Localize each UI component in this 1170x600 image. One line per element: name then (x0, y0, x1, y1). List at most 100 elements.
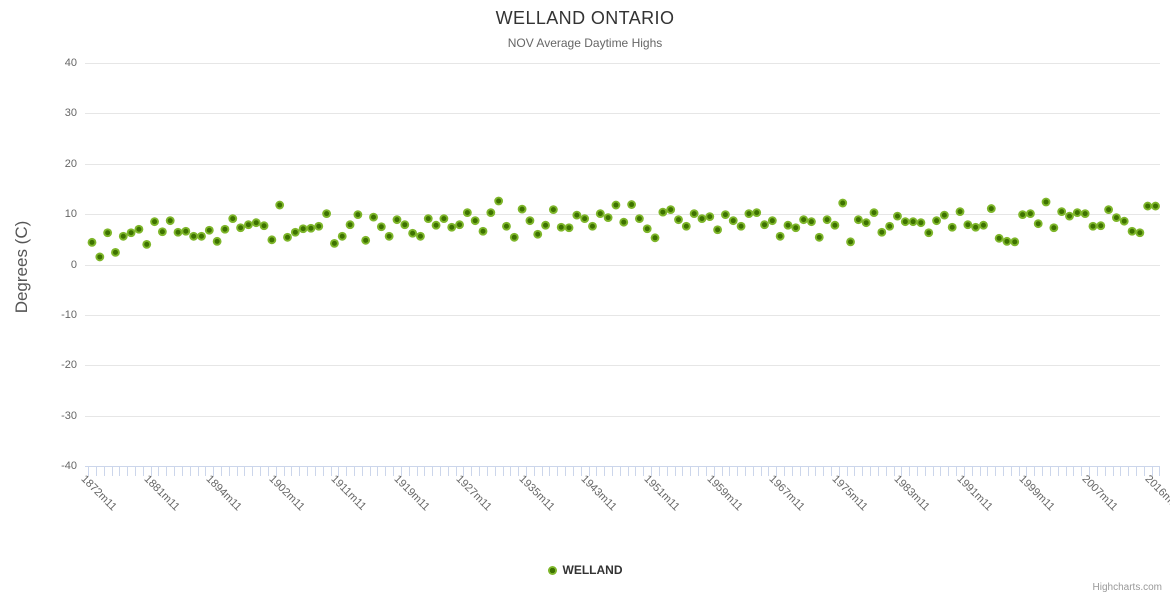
data-point-center (848, 239, 854, 245)
data-point-center (449, 224, 455, 230)
data-point-center (480, 228, 486, 234)
data-point-center (503, 223, 509, 229)
data-point-center (402, 222, 408, 228)
data-point-center (879, 229, 885, 235)
data-point-center (238, 225, 244, 231)
data-point-center (769, 218, 775, 224)
data-point-center (527, 218, 533, 224)
data-point-center (965, 222, 971, 228)
data-point-center (855, 217, 861, 223)
chart-subtitle: NOV Average Daytime Highs (507, 36, 663, 50)
y-axis-label: 20 (64, 157, 77, 170)
data-point-center (918, 220, 924, 226)
data-point-center (214, 238, 220, 244)
data-point-center (1145, 203, 1151, 209)
data-point-center (1012, 239, 1018, 245)
data-point-center (902, 219, 908, 225)
data-point-center (394, 217, 400, 223)
data-point-center (136, 226, 142, 232)
data-point-center (652, 235, 658, 241)
data-point-center (683, 223, 689, 229)
data-point-center (152, 219, 158, 225)
data-point-center (566, 225, 572, 231)
data-point-center (738, 223, 744, 229)
data-point-center (550, 207, 556, 213)
data-point-center (496, 198, 502, 204)
data-point-center (511, 234, 517, 240)
data-point-center (980, 222, 986, 228)
data-point-center (488, 210, 494, 216)
data-point-center (183, 228, 189, 234)
y-axis-label: -10 (61, 308, 77, 321)
data-point-center (1113, 215, 1119, 221)
data-point-center (722, 212, 728, 218)
data-point-center (1020, 212, 1026, 218)
data-point-center (887, 223, 893, 229)
data-point-center (629, 202, 635, 208)
data-point-center (1129, 228, 1135, 234)
data-point-center (128, 230, 134, 236)
data-point-center (324, 211, 330, 217)
data-point-center (206, 227, 212, 233)
data-point-center (308, 225, 314, 231)
legend-item-welland[interactable]: WELLAND (0, 563, 1170, 577)
data-point-center (292, 229, 298, 235)
data-point-center (574, 212, 580, 218)
data-point-center (597, 211, 603, 217)
data-point-center (167, 218, 173, 224)
data-point-center (386, 233, 392, 239)
data-point-center (863, 220, 869, 226)
data-point-center (1098, 223, 1104, 229)
data-point-center (1106, 207, 1112, 213)
data-point-center (754, 210, 760, 216)
data-point-center (934, 218, 940, 224)
data-point-center (269, 237, 275, 243)
data-point-center (762, 222, 768, 228)
data-point-center (277, 202, 283, 208)
data-point-center (198, 233, 204, 239)
data-point-center (707, 214, 713, 220)
y-axis-label: -20 (61, 359, 77, 372)
data-point-center (910, 219, 916, 225)
data-point-center (785, 222, 791, 228)
data-point-center (363, 237, 369, 243)
data-point-center (777, 233, 783, 239)
data-point-center (1067, 213, 1072, 219)
data-point-center (1137, 230, 1143, 236)
data-point-center (543, 222, 549, 228)
data-point-center (347, 222, 353, 228)
data-point-center (261, 223, 267, 229)
highcharts-credits-link[interactable]: Highcharts.com (1092, 582, 1162, 593)
data-point-center (112, 249, 118, 255)
data-point-center (957, 209, 963, 215)
data-point-center (816, 234, 822, 240)
data-point-center (89, 239, 95, 245)
data-point-center (793, 225, 799, 231)
data-point-center (941, 212, 947, 218)
data-point-center (417, 233, 423, 239)
data-point-center (230, 216, 236, 222)
data-point-center (472, 218, 478, 224)
data-point-center (894, 213, 900, 219)
data-point-center (801, 217, 807, 223)
y-axis-label: -40 (61, 460, 77, 472)
data-point-center (457, 222, 463, 228)
data-point-center (676, 217, 681, 223)
data-point-center (644, 226, 650, 232)
chart-title: WELLAND ONTARIO (495, 8, 675, 28)
data-point-center (331, 240, 337, 246)
data-point-center (1082, 211, 1088, 217)
data-point-center (1074, 210, 1080, 216)
data-point-center (245, 222, 251, 228)
data-point-center (191, 233, 197, 239)
data-point-center (926, 230, 932, 236)
data-point-center (97, 254, 103, 260)
data-point-center (824, 217, 830, 223)
data-point-center (613, 202, 619, 208)
data-point-center (746, 211, 752, 217)
data-point-center (1153, 203, 1159, 209)
data-point-center (355, 212, 361, 218)
data-point-center (871, 210, 877, 216)
data-point-center (1059, 209, 1065, 215)
